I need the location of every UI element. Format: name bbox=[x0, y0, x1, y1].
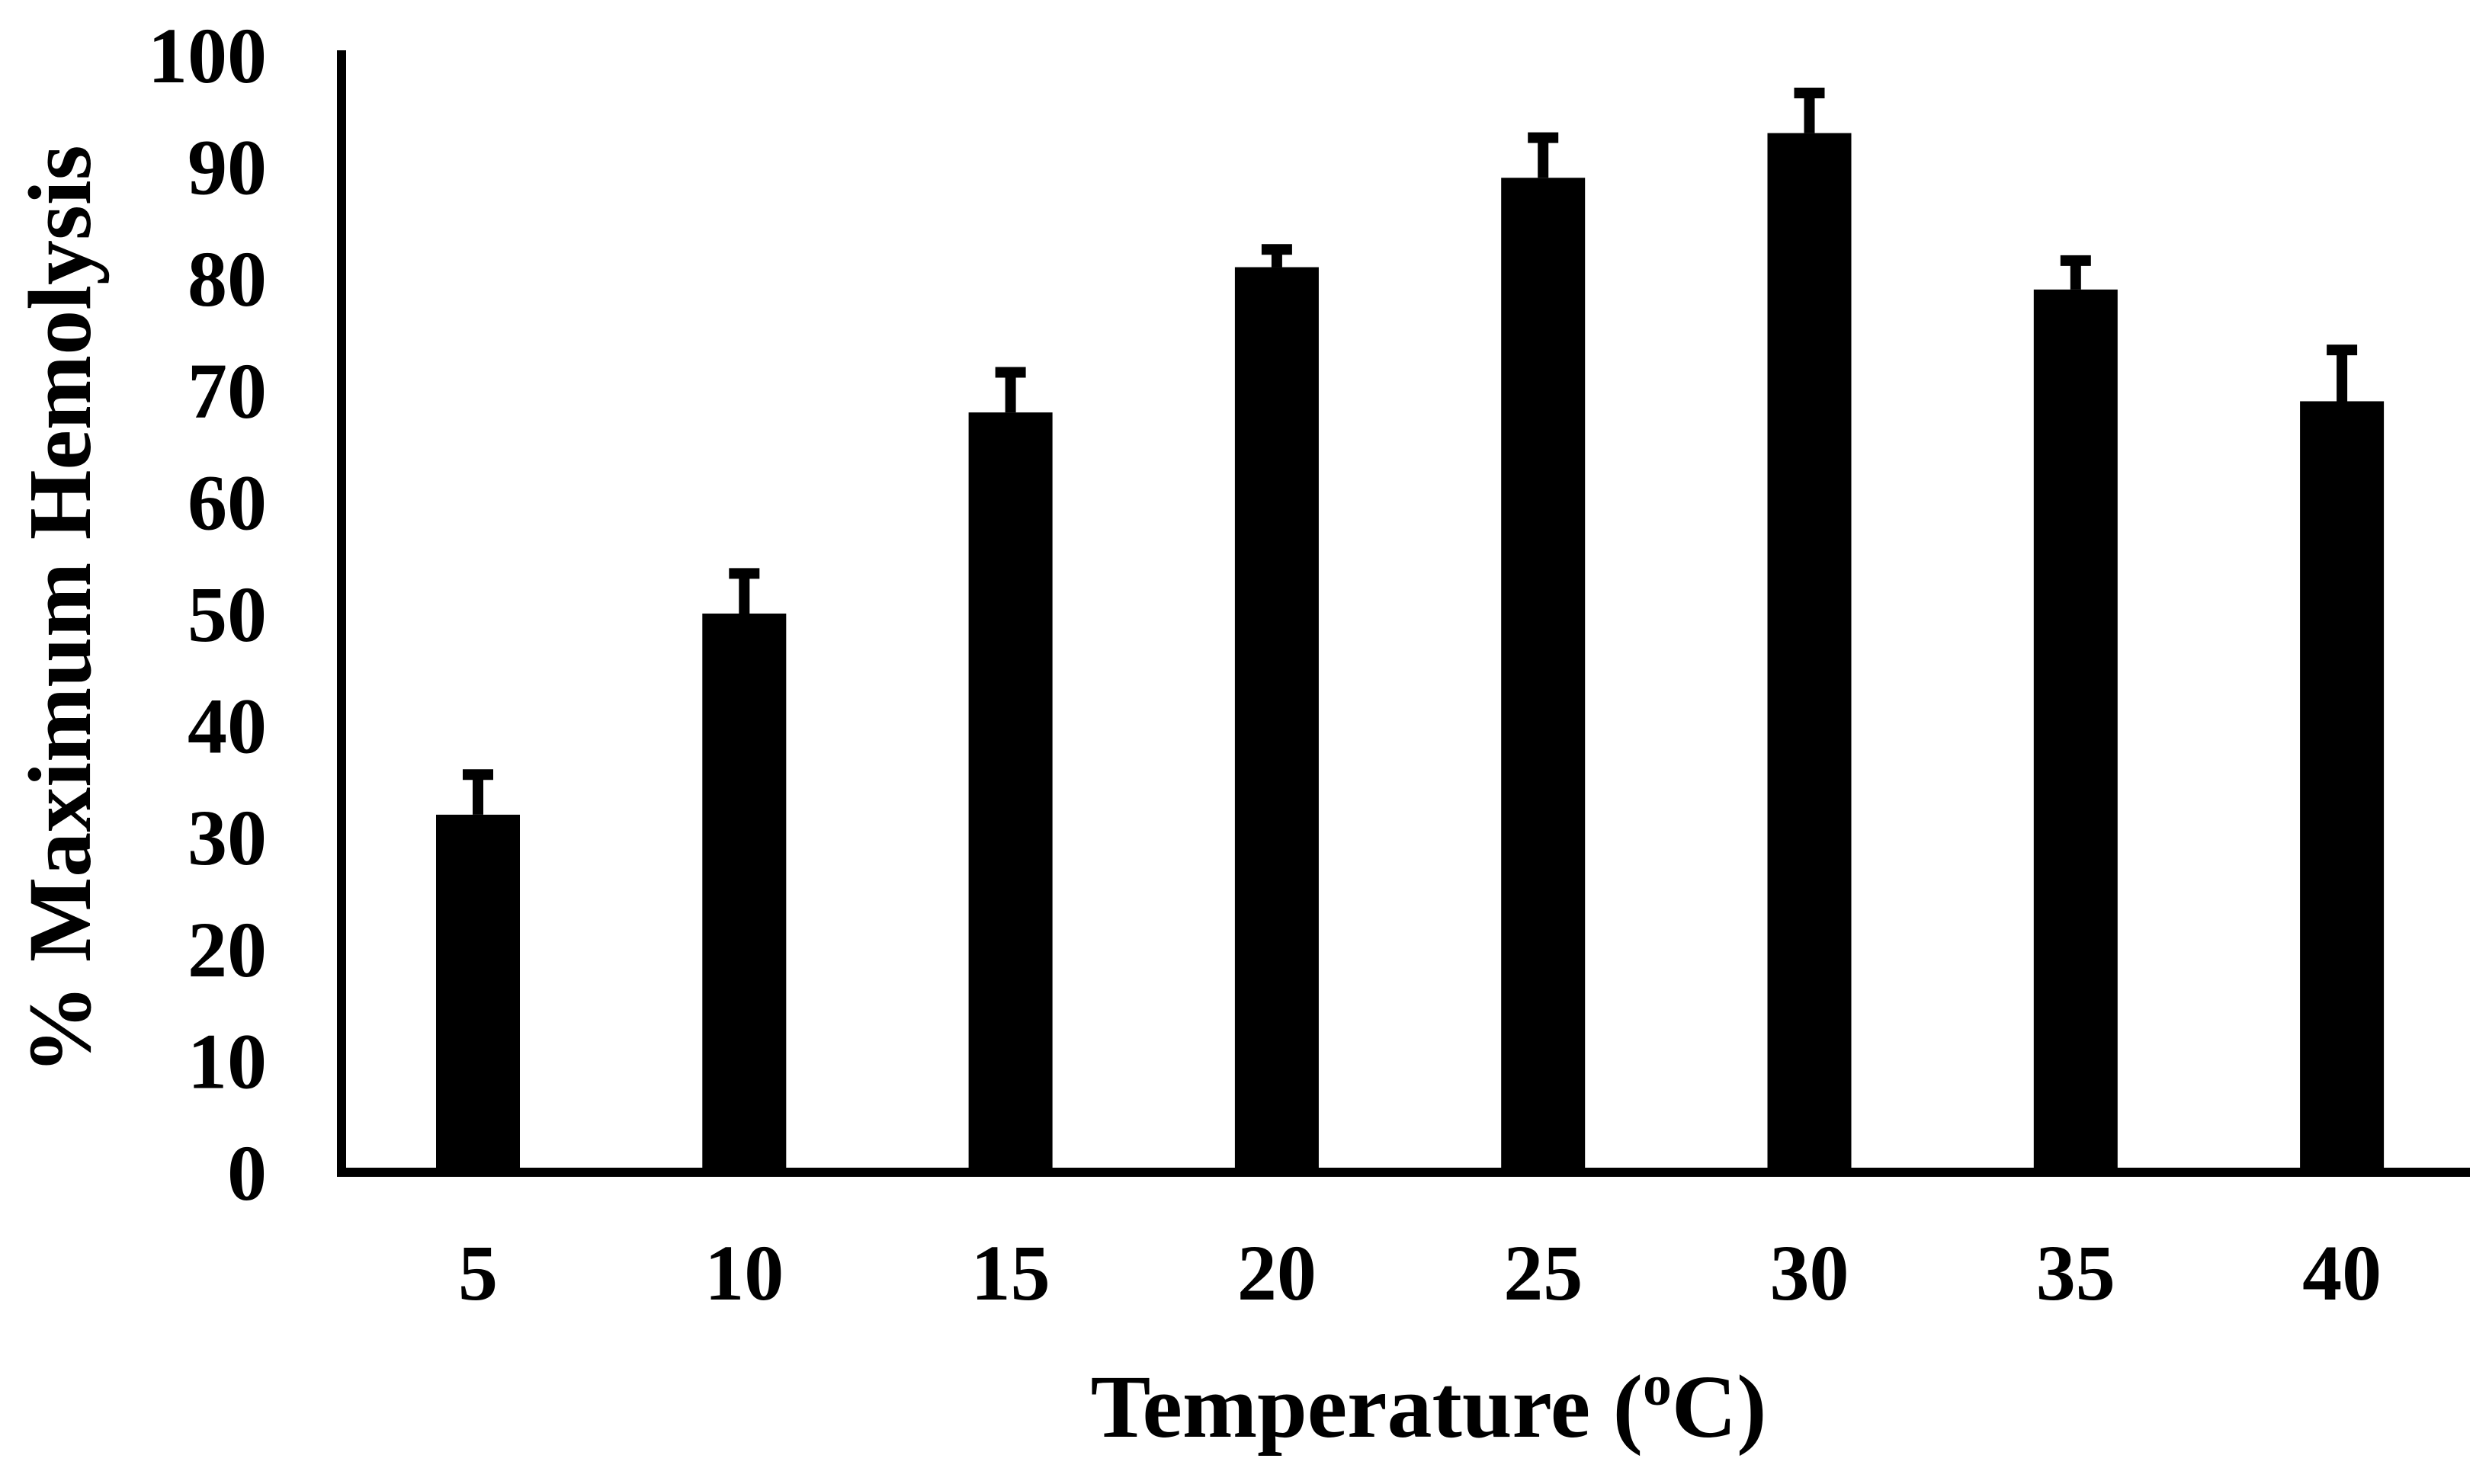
bars-group bbox=[436, 133, 2385, 1172]
bar bbox=[968, 412, 1053, 1172]
x-tick-label: 20 bbox=[1237, 1229, 1317, 1317]
y-tick-label: 0 bbox=[227, 1130, 267, 1217]
x-tick-labels: 5 10 15 20 25 30 35 40 bbox=[458, 1229, 2382, 1317]
x-tick-label: 10 bbox=[704, 1229, 784, 1317]
y-tick-label: 60 bbox=[188, 459, 267, 546]
y-tick-label: 10 bbox=[188, 1018, 267, 1105]
y-tick-label: 50 bbox=[188, 571, 267, 659]
x-tick-label: 30 bbox=[1770, 1229, 1849, 1317]
bar bbox=[2300, 401, 2385, 1172]
x-axis-label-superscript: o bbox=[1643, 1354, 1672, 1418]
y-tick-label: 40 bbox=[188, 683, 267, 771]
bar bbox=[1234, 267, 1319, 1172]
y-tick-labels: 0 10 20 30 40 50 60 70 80 90 100 bbox=[148, 12, 267, 1217]
x-tick-label: 15 bbox=[971, 1229, 1050, 1317]
x-tick-label: 35 bbox=[2036, 1229, 2115, 1317]
bar bbox=[1767, 133, 1852, 1172]
y-axis-label: % Maximum Hemolysis bbox=[10, 145, 110, 1074]
y-tick-label: 20 bbox=[188, 906, 267, 994]
error-bars-group bbox=[463, 87, 2358, 815]
bar bbox=[702, 614, 787, 1172]
x-axis-label-main: Temperature ( bbox=[1091, 1357, 1643, 1457]
x-axis-label-suffix: C) bbox=[1672, 1357, 1767, 1457]
x-tick-label: 5 bbox=[458, 1229, 498, 1317]
bar bbox=[1501, 178, 1586, 1172]
y-tick-label: 100 bbox=[148, 12, 267, 100]
x-tick-label: 25 bbox=[1503, 1229, 1583, 1317]
x-axis-label: Temperature (oC) bbox=[1091, 1354, 1767, 1457]
y-tick-label: 80 bbox=[188, 236, 267, 323]
bar bbox=[2033, 289, 2118, 1172]
bar bbox=[436, 814, 520, 1172]
y-tick-label: 30 bbox=[188, 794, 267, 882]
y-tick-label: 70 bbox=[188, 348, 267, 435]
x-tick-label: 40 bbox=[2302, 1229, 2382, 1317]
y-tick-label: 90 bbox=[188, 124, 267, 212]
